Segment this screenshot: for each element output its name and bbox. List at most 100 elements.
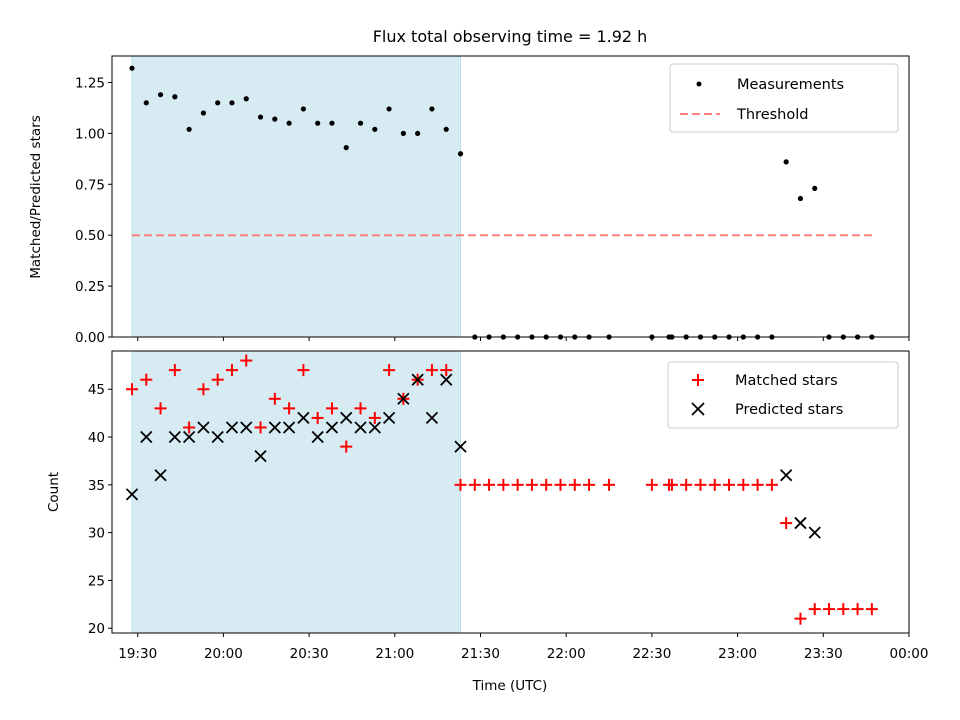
measurement-point [415, 130, 421, 136]
predicted-star-point [397, 392, 410, 405]
top-legend-box [669, 63, 899, 133]
x-b [354, 421, 367, 434]
matched-star-point [454, 478, 467, 491]
matched-star-point [211, 373, 224, 386]
top-x-ticks [137, 337, 910, 341]
matched-star-point [497, 478, 510, 491]
measurement-point [200, 110, 207, 116]
predicted-star-point [325, 421, 339, 434]
predicted-star-point [240, 421, 253, 434]
predicted-star-point [182, 430, 196, 444]
predicted-star-point [140, 430, 153, 444]
predicted-star-point [311, 430, 324, 444]
bottom-x-tick-label: 23:30 [804, 646, 843, 662]
bottom-legend-box [667, 361, 899, 429]
x-axis-label: Time (UTC) [472, 678, 548, 694]
measurement-point [457, 151, 464, 157]
measurement-point [357, 120, 364, 126]
top-y-tick-label: 0.00 [75, 330, 105, 346]
matched-star-point [765, 478, 778, 491]
bottom-y-ticks: 20 25 30 35 40 45 [88, 382, 112, 637]
measurement-point [257, 114, 264, 120]
top-y-tick-label: 1.25 [75, 75, 105, 91]
measurement-point [186, 126, 192, 132]
x-b [440, 373, 453, 386]
matched-star-point [468, 478, 481, 491]
bottom-x-tick-label: 20:30 [290, 646, 329, 662]
measurement-point [272, 116, 278, 122]
predicted-star-point [411, 373, 424, 386]
chart-title: Flux total observing time = 1.92 h [373, 27, 648, 46]
matched-star-point [483, 478, 496, 491]
predicted-star-point [225, 421, 239, 434]
bottom-axes-frame [111, 350, 910, 634]
x-b [311, 430, 324, 444]
x-b [240, 421, 253, 434]
matched-star-point [603, 478, 616, 491]
x-b [454, 440, 467, 453]
matched-star-point [751, 478, 764, 491]
x-b [368, 421, 381, 434]
bottom-x-ticks: 19:30 20:00 20:30 21:00 21:30 22:00 22:30 23:00… [118, 633, 928, 662]
matched-star-point [311, 411, 324, 424]
measurement-point [812, 185, 818, 191]
legend-predicted-label: Predicted stars [735, 402, 843, 418]
x-b [340, 411, 353, 425]
top-y-axis-label: Matched/Predicted stars [28, 115, 44, 278]
x-b [197, 421, 210, 434]
predicted-star-point [425, 411, 439, 425]
x-b [425, 411, 439, 425]
predicted-star-point [197, 421, 210, 434]
matched-star-point [154, 402, 167, 415]
predicted-star-point [354, 421, 367, 434]
measurement-point [143, 100, 149, 106]
top-axes-frame [111, 55, 910, 338]
matched-star-point [368, 411, 381, 424]
bottom-x-tick-label: 00:00 [890, 646, 929, 662]
predicted-star-point [125, 488, 139, 501]
matched-star-point [240, 354, 253, 367]
predicted-star-point [297, 411, 310, 425]
predicted-star-point [211, 430, 224, 444]
matched-star-point [511, 478, 524, 491]
bottom-x-tick-label: 22:00 [547, 646, 586, 662]
matched-star-point [183, 421, 196, 434]
x-b [182, 430, 196, 444]
predicted-star-point [440, 373, 453, 386]
x-b [297, 411, 310, 425]
top-y-ticks: 0.00 0.25 0.50 0.75 1.00 1.25 [75, 75, 112, 346]
x-b [225, 421, 239, 434]
matched-star-point [645, 478, 658, 491]
x-b [808, 526, 821, 539]
matched-star-point [837, 603, 850, 616]
matched-star-point [794, 612, 807, 625]
predicted-star-point [340, 411, 353, 425]
legend-threshold-label: Threshold [736, 107, 808, 123]
matched-star-point [808, 603, 821, 616]
matched-star-point [780, 517, 793, 530]
predicted-star-point [780, 469, 793, 482]
matched-star-point [694, 478, 707, 491]
matched-star-point [168, 364, 181, 377]
predicted-star-point [382, 411, 396, 425]
matched-star-point [425, 364, 438, 377]
measurement-point [343, 145, 349, 151]
predicted-star-point [154, 469, 167, 482]
x-b [125, 488, 139, 501]
matched-star-point [723, 478, 736, 491]
matched-star-point [383, 364, 396, 377]
bottom-panel: 20 25 30 35 40 45 19:30 20:00 20:30 21:00 21:30 22… [46, 350, 928, 694]
bottom-data-marks [125, 354, 878, 625]
measurement-point [783, 159, 789, 165]
top-legend: Measurements Threshold [669, 63, 899, 133]
legend-matched-label: Matched stars [735, 373, 838, 389]
x-b [382, 411, 396, 425]
predicted-star-point [268, 421, 281, 434]
matched-star-point [583, 478, 596, 491]
predicted-star-point [454, 440, 467, 453]
top-y-tick-label: 1.00 [75, 126, 105, 142]
measurement-point [157, 92, 164, 98]
top-y-tick-label: 0.75 [75, 177, 105, 193]
bottom-y-tick-label: 30 [88, 526, 105, 542]
